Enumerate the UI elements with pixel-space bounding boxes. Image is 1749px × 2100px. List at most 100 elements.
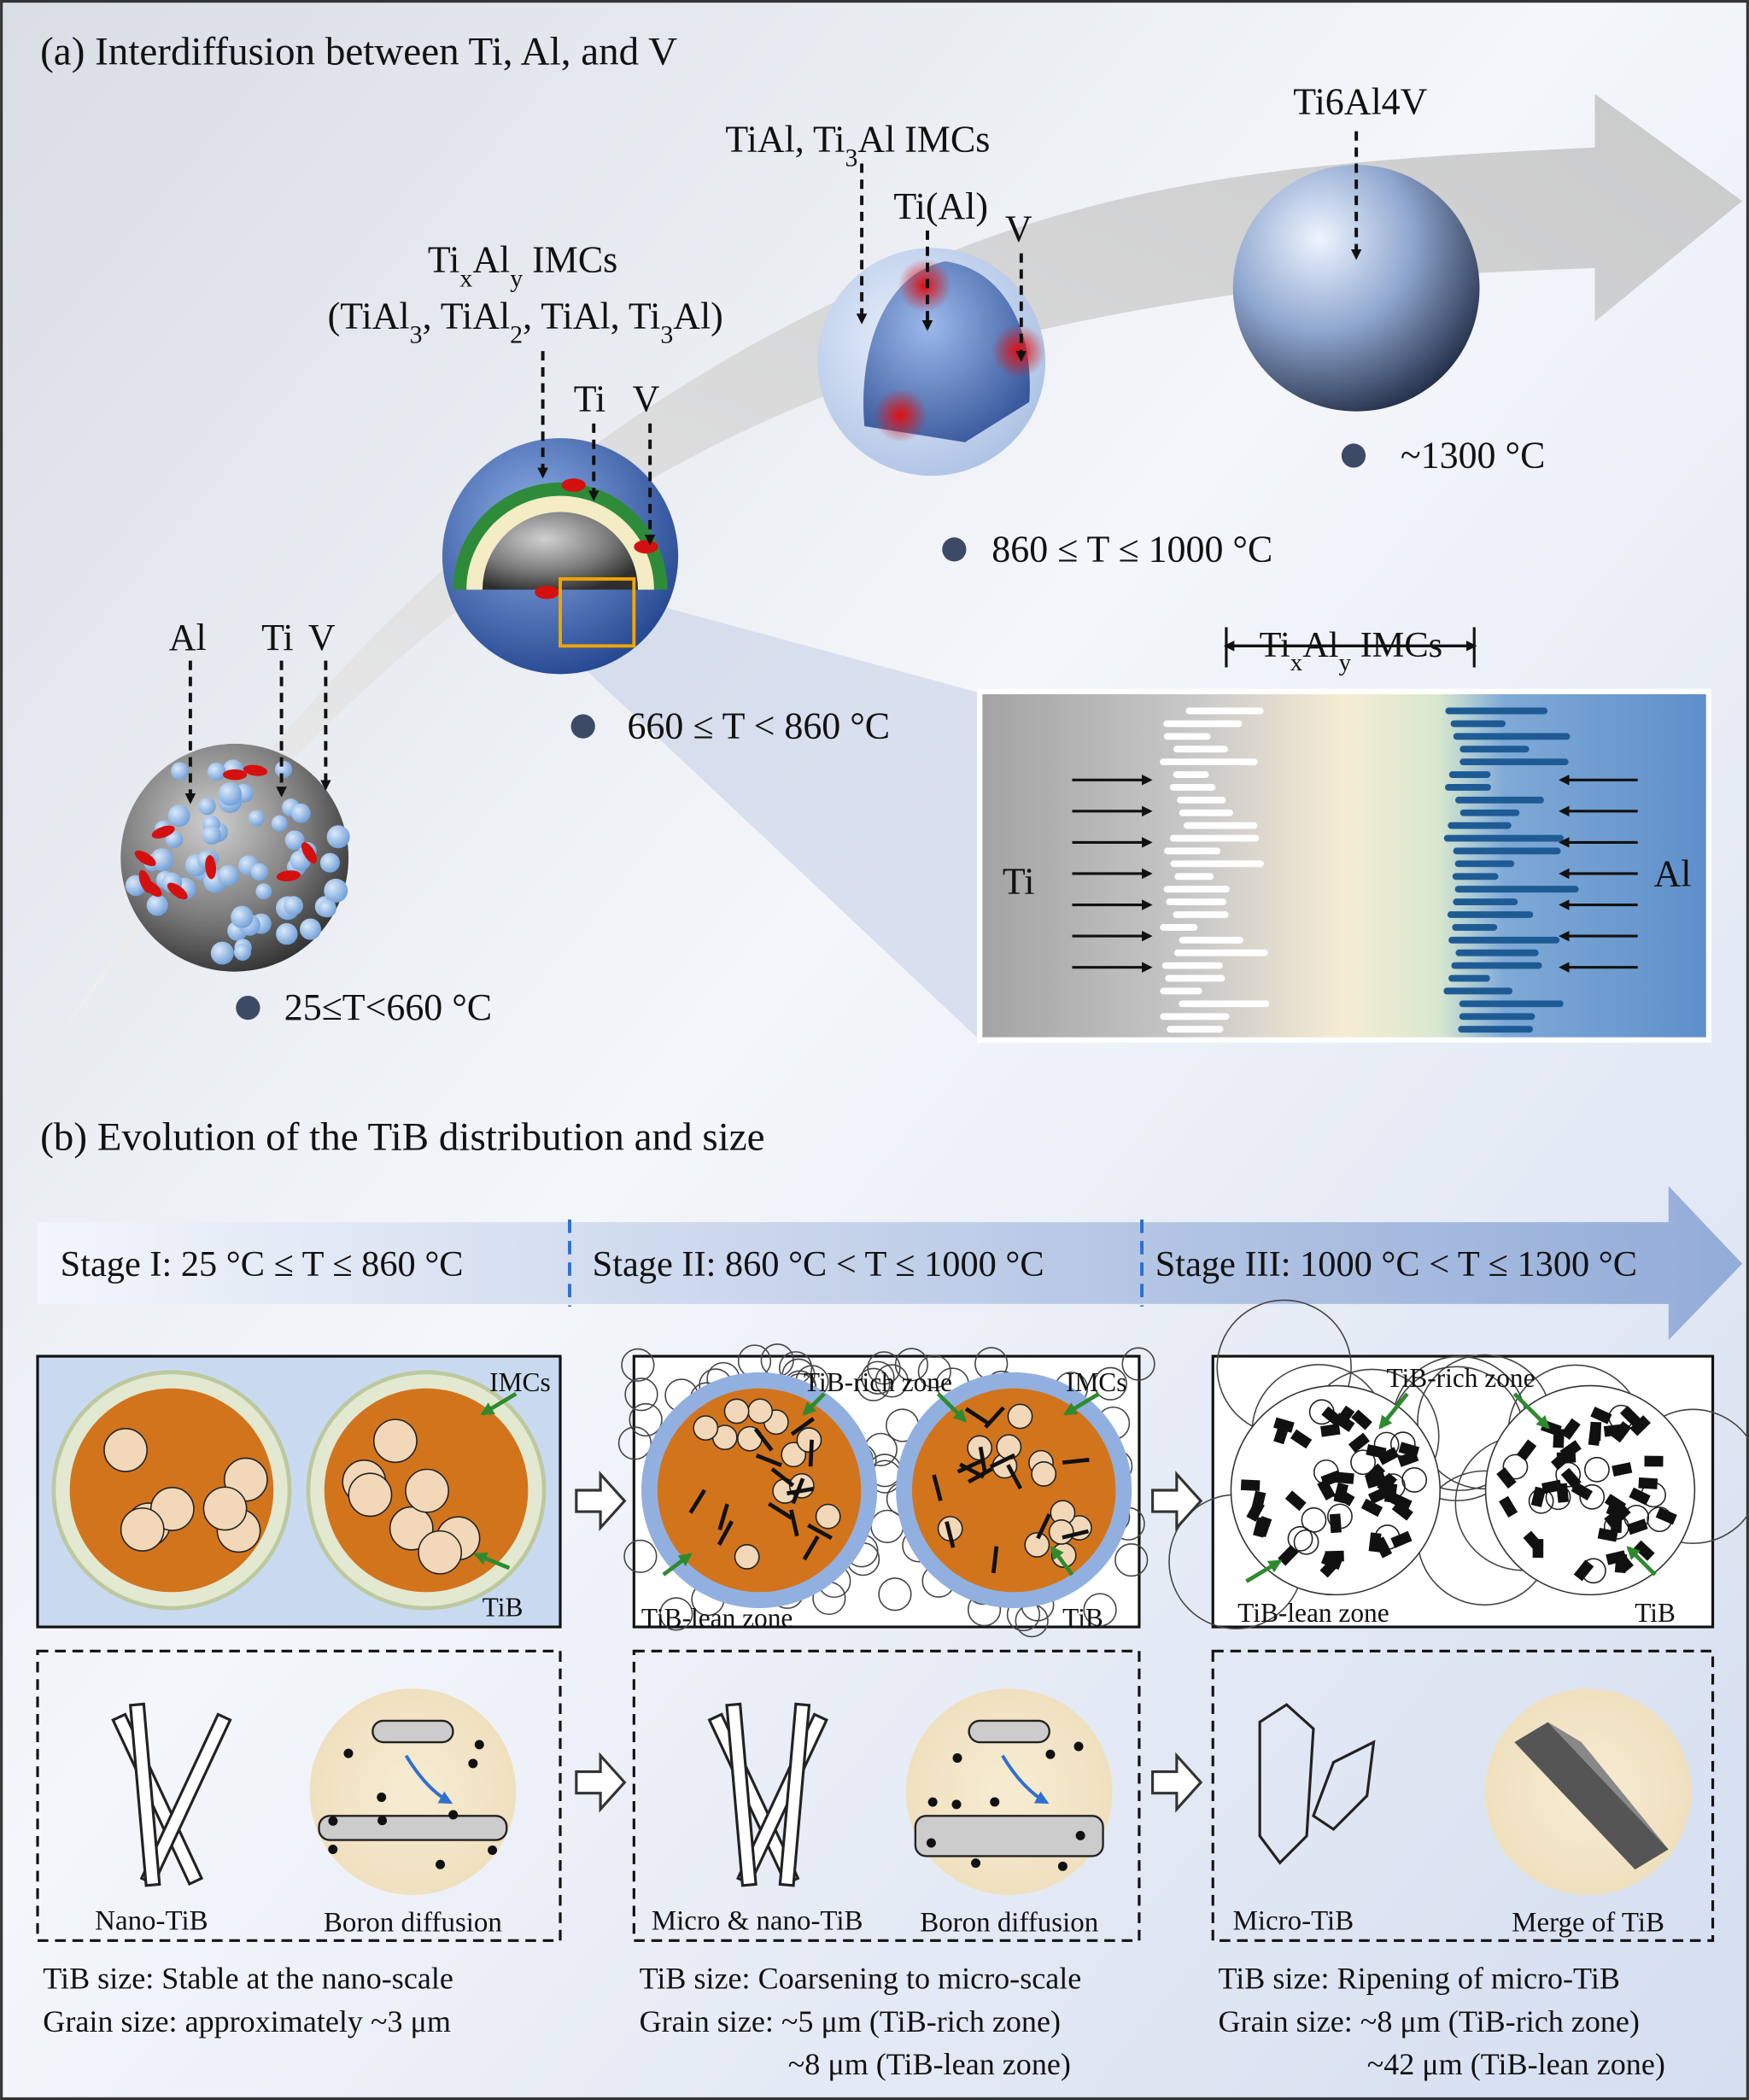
tib-whisker bbox=[1351, 1409, 1372, 1430]
grain bbox=[1579, 1483, 1606, 1510]
v-particle bbox=[535, 585, 559, 600]
grain bbox=[1024, 1532, 1050, 1558]
al-front bbox=[1453, 898, 1518, 906]
al-particle bbox=[248, 810, 265, 827]
hollow-arrow bbox=[575, 1752, 627, 1813]
grain bbox=[861, 1360, 895, 1395]
al-particle bbox=[326, 825, 350, 849]
ti-front bbox=[1183, 822, 1258, 829]
pointer-arrow bbox=[1626, 1546, 1657, 1576]
grain bbox=[1502, 1454, 1529, 1480]
grain bbox=[1121, 1347, 1155, 1381]
grain bbox=[623, 1539, 658, 1573]
inset-frame bbox=[977, 688, 1711, 1043]
zone-label: TiB-lean zone bbox=[1237, 1598, 1389, 1628]
imc-label: TixAly IMCs bbox=[428, 239, 617, 293]
text-segment: x bbox=[1290, 649, 1303, 676]
panel-title: (b) Evolution of the TiB distribution an… bbox=[40, 1114, 764, 1159]
al-particle bbox=[207, 762, 226, 781]
pointer-arrow bbox=[1245, 1559, 1283, 1583]
stage-arrow bbox=[38, 1185, 1743, 1341]
tib-whisker bbox=[1334, 1471, 1354, 1484]
grain bbox=[1287, 1525, 1313, 1552]
mechanism-caption: Merge of TiB bbox=[1512, 1907, 1664, 1938]
al-front bbox=[1454, 860, 1515, 868]
tib-whisker bbox=[1390, 1493, 1413, 1511]
mechanism-box bbox=[36, 1649, 562, 1942]
text-segment: , TiAl bbox=[423, 295, 511, 336]
tib-whisker bbox=[1612, 1462, 1633, 1477]
temperature-dot bbox=[236, 995, 260, 1021]
element-label: V bbox=[633, 378, 660, 420]
tib-crystal bbox=[968, 1719, 1050, 1744]
al-front bbox=[1447, 911, 1534, 918]
grain bbox=[617, 1426, 652, 1460]
tib-whisker bbox=[1320, 1424, 1341, 1437]
zoom-box bbox=[559, 576, 636, 648]
tib-whisker bbox=[1391, 1500, 1413, 1521]
grain bbox=[372, 1419, 418, 1464]
tib-whisker bbox=[1253, 1517, 1268, 1538]
tib-whisker bbox=[1377, 1472, 1398, 1495]
tib-whisker bbox=[1246, 1500, 1265, 1522]
tib-whisker bbox=[1611, 1421, 1632, 1443]
hollow-arrow bbox=[1151, 1752, 1203, 1813]
boron-atom bbox=[328, 1844, 338, 1854]
tib-whisker bbox=[790, 1417, 815, 1436]
grain bbox=[103, 1428, 148, 1472]
al-particle bbox=[299, 918, 322, 940]
alloy-label: Ti6Al4V bbox=[1293, 80, 1427, 122]
ti-front bbox=[1169, 784, 1216, 791]
ti-front bbox=[1160, 923, 1198, 931]
tib-whisker bbox=[1629, 1487, 1651, 1506]
zoom-wedge bbox=[560, 578, 980, 1040]
tib-whisker bbox=[1360, 1498, 1383, 1518]
ti-front bbox=[1161, 962, 1223, 969]
ti-front bbox=[1160, 758, 1258, 766]
grain bbox=[747, 1398, 774, 1424]
al-front bbox=[1448, 974, 1490, 982]
grain bbox=[996, 1434, 1022, 1460]
zone-label: TiB bbox=[1635, 1598, 1676, 1628]
al-front bbox=[1443, 834, 1565, 842]
temperature-dot bbox=[570, 714, 595, 739]
al-front bbox=[1458, 1026, 1534, 1033]
text-segment: y bbox=[510, 264, 523, 292]
ti-front bbox=[1177, 796, 1226, 804]
zoom-circle bbox=[905, 1688, 1113, 1895]
al-particle bbox=[324, 878, 348, 903]
grain bbox=[120, 1507, 165, 1552]
tib-whisker bbox=[1036, 1513, 1051, 1540]
al-front bbox=[1453, 733, 1571, 740]
temperature-dot bbox=[1341, 443, 1366, 468]
tib-whisker bbox=[1590, 1407, 1612, 1424]
ti-front bbox=[1173, 911, 1229, 918]
text-segment: y bbox=[1339, 649, 1352, 676]
element-label: V bbox=[308, 617, 336, 658]
tib-whisker bbox=[1062, 1458, 1090, 1465]
tib-crystal bbox=[1312, 1740, 1376, 1832]
tib-whisker bbox=[717, 1520, 734, 1546]
ti-front bbox=[1167, 1026, 1224, 1033]
grain bbox=[659, 1597, 693, 1631]
boron-atom bbox=[488, 1845, 498, 1855]
summary-line: Grain size: ~5 μm (TiB-rich zone) bbox=[640, 2004, 1061, 2039]
al-particle bbox=[284, 896, 303, 915]
grain bbox=[781, 1442, 807, 1468]
pointer-arrow bbox=[1062, 1391, 1101, 1416]
grain bbox=[1093, 1366, 1127, 1401]
grain bbox=[796, 1427, 822, 1454]
ti-front bbox=[1174, 873, 1214, 880]
tib-whisker bbox=[1278, 1544, 1299, 1566]
tib-whisker bbox=[1619, 1405, 1641, 1427]
al-front bbox=[1455, 949, 1539, 956]
v-particle bbox=[634, 540, 658, 554]
ti-front bbox=[1173, 771, 1209, 778]
v-particle bbox=[561, 478, 586, 492]
content: (a) Interdiffusion between Ti, Al, and V… bbox=[36, 29, 1749, 2081]
al-front bbox=[1454, 886, 1579, 893]
tib-whisker bbox=[1634, 1540, 1655, 1561]
stage-name: Stage III: 1000 °C < T ≤ 1300 °C bbox=[1155, 1244, 1637, 1284]
grain bbox=[867, 1351, 901, 1385]
